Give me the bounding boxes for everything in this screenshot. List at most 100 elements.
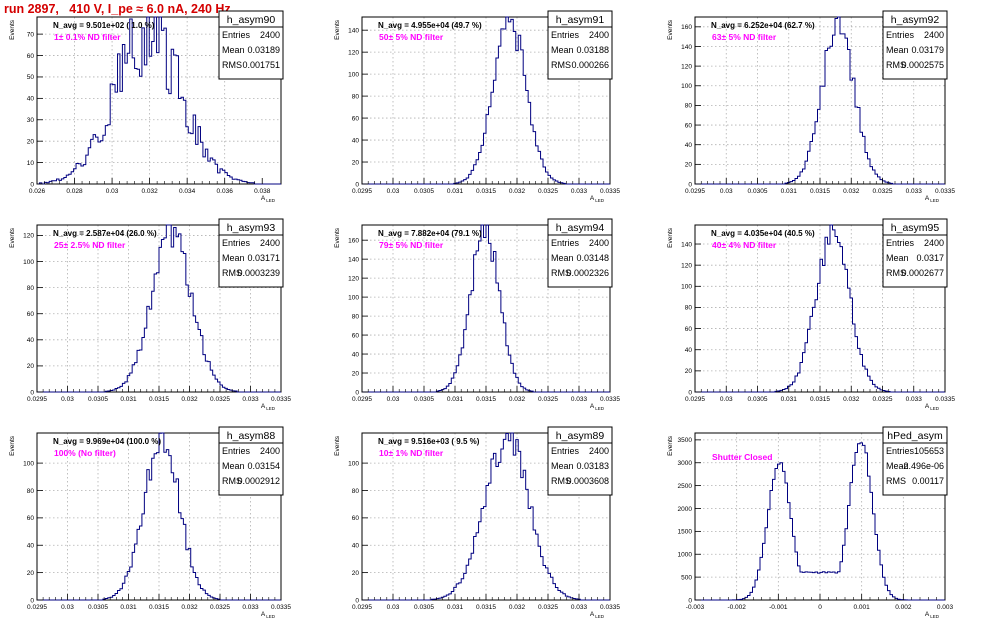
navg-label: N_avg = 7.882e+04 (79.1 %): [378, 229, 482, 238]
histogram-name: h_asym94: [556, 222, 605, 234]
x-tick-label: 0.032: [509, 396, 526, 403]
stats-value: 2400: [589, 446, 609, 456]
x-tick-label: 0.03: [106, 188, 119, 195]
filter-annotation: 50± 5% ND filter: [379, 32, 444, 42]
x-tick-label: -0.002: [727, 604, 746, 611]
stats-value: 0.0002912: [237, 476, 280, 486]
stats-value: 0.00117: [912, 476, 944, 486]
stats-value: 0.001751: [242, 60, 280, 70]
y-axis-label: Events: [667, 435, 674, 456]
x-tick-label: 0.03: [61, 604, 74, 611]
y-tick-label: 20: [27, 363, 35, 370]
stats-label: Mean: [551, 461, 574, 471]
y-tick-label: 20: [685, 368, 693, 375]
stats-label: RMS: [222, 268, 242, 278]
panel-h_asym92: 0.0295 0.03 0.0305 0.031 0.0315 0.032 0.0325 0.…: [667, 10, 955, 203]
x-tick-label: 0.003: [937, 604, 954, 611]
histogram-line-h_asym90: [37, 16, 281, 185]
x-axis-label: ALED: [261, 403, 276, 411]
stats-value: 0.000266: [571, 60, 609, 70]
stats-label: Mean: [886, 253, 909, 263]
panel-hPed_asym: -0.003 -0.002 -0.001 0 0.001 0.002 0.003 0 500 10…: [667, 426, 954, 619]
x-tick-label: 0.0335: [600, 188, 620, 195]
y-tick-label: 0: [355, 181, 359, 188]
y-tick-label: 70: [27, 31, 35, 38]
stats-label: Entries: [886, 30, 915, 40]
x-tick-label: 0: [818, 604, 822, 611]
y-tick-label: 10: [27, 160, 35, 167]
y-tick-label: 2000: [678, 506, 693, 513]
x-tick-label: 0.0305: [88, 604, 108, 611]
x-tick-label: 0.0315: [476, 396, 496, 403]
x-axis-label: ALED: [925, 195, 940, 203]
y-tick-label: 60: [685, 326, 693, 333]
stats-label: Mean: [222, 45, 245, 55]
y-tick-label: 60: [352, 115, 360, 122]
stats-box: [882, 218, 948, 288]
stats-value: 0.0002326: [566, 268, 609, 278]
y-tick-label: 160: [681, 24, 692, 31]
x-tick-label: 0.033: [906, 188, 923, 195]
histogram-line-h_asym89: [362, 432, 610, 601]
y-tick-label: 60: [27, 53, 35, 60]
x-tick-label: 0.0305: [414, 396, 434, 403]
x-tick-label: 0.03: [61, 396, 74, 403]
x-axis-label: ALED: [925, 403, 940, 411]
y-tick-label: 60: [352, 515, 360, 522]
stats-label: Entries: [222, 30, 251, 40]
y-tick-label: 100: [681, 284, 692, 291]
histogram-line-h_asym93: [37, 224, 281, 393]
y-tick-label: 20: [352, 370, 360, 377]
filter-annotation: 10± 1% ND filter: [379, 448, 444, 458]
y-tick-label: 0: [688, 389, 692, 396]
x-tick-label: 0.03: [387, 188, 400, 195]
stats-value: 0.03189: [247, 45, 280, 55]
stats-label: RMS: [886, 476, 906, 486]
x-tick-label: 0.002: [895, 604, 912, 611]
stats-label: Entries: [886, 446, 915, 456]
stats-label: RMS: [886, 60, 906, 70]
x-tick-label: 0.0325: [873, 396, 893, 403]
x-tick-label: 0.031: [447, 188, 464, 195]
y-tick-label: 30: [27, 117, 35, 124]
y-tick-label: 20: [27, 570, 35, 577]
x-tick-label: 0.031: [120, 396, 137, 403]
y-axis-label: Events: [334, 435, 341, 456]
stats-label: RMS: [222, 60, 242, 70]
y-tick-label: 0: [30, 389, 34, 396]
histogram-line-hPed_asym: [695, 442, 945, 601]
navg-label: N_avg = 4.955e+04 (49.7 %): [378, 21, 482, 30]
stats-value: 0.0002677: [901, 268, 944, 278]
x-tick-label: -0.003: [686, 604, 705, 611]
panel-h_asym89: 0.0295 0.03 0.0305 0.031 0.0315 0.032 0.0325 0.…: [334, 426, 620, 619]
stats-label: Entries: [222, 238, 251, 248]
y-tick-label: 1500: [678, 529, 693, 536]
filter-annotation: 79± 5% ND filter: [379, 240, 444, 250]
stats-label: Entries: [551, 446, 580, 456]
stats-value: 0.03179: [911, 45, 944, 55]
x-tick-label: 0.0315: [149, 604, 169, 611]
y-tick-label: 80: [685, 103, 693, 110]
navg-label: N_avg = 9.516e+03 ( 9.5 %): [378, 437, 480, 446]
x-tick-label: 0.0305: [748, 188, 768, 195]
stats-label: Mean: [551, 45, 574, 55]
panel-h_asym90: 0.026 0.028 0.03 0.032 0.034 0.036 0.038 0 10 20 3…: [9, 10, 284, 203]
filter-annotation: 63± 5% ND filter: [712, 32, 777, 42]
x-tick-label: 0.033: [571, 396, 588, 403]
stats-box: [882, 10, 948, 80]
y-axis-label: Events: [9, 435, 16, 456]
x-tick-label: 0.0325: [210, 604, 230, 611]
y-tick-label: 120: [348, 275, 359, 282]
x-tick-label: 0.0315: [149, 396, 169, 403]
x-tick-label: 0.036: [217, 188, 234, 195]
panel-h_asym91: 0.0295 0.03 0.0305 0.031 0.0315 0.032 0.0325 0.…: [334, 10, 620, 203]
stats-label: Entries: [886, 238, 915, 248]
x-axis-label: ALED: [925, 611, 940, 619]
x-tick-label: 0.026: [29, 188, 46, 195]
x-tick-label: 0.0315: [476, 188, 496, 195]
y-tick-label: 0: [355, 389, 359, 396]
stats-label: Mean: [222, 461, 245, 471]
stats-label: RMS: [222, 476, 242, 486]
x-axis-label: ALED: [261, 195, 276, 203]
y-tick-label: 140: [681, 241, 692, 248]
